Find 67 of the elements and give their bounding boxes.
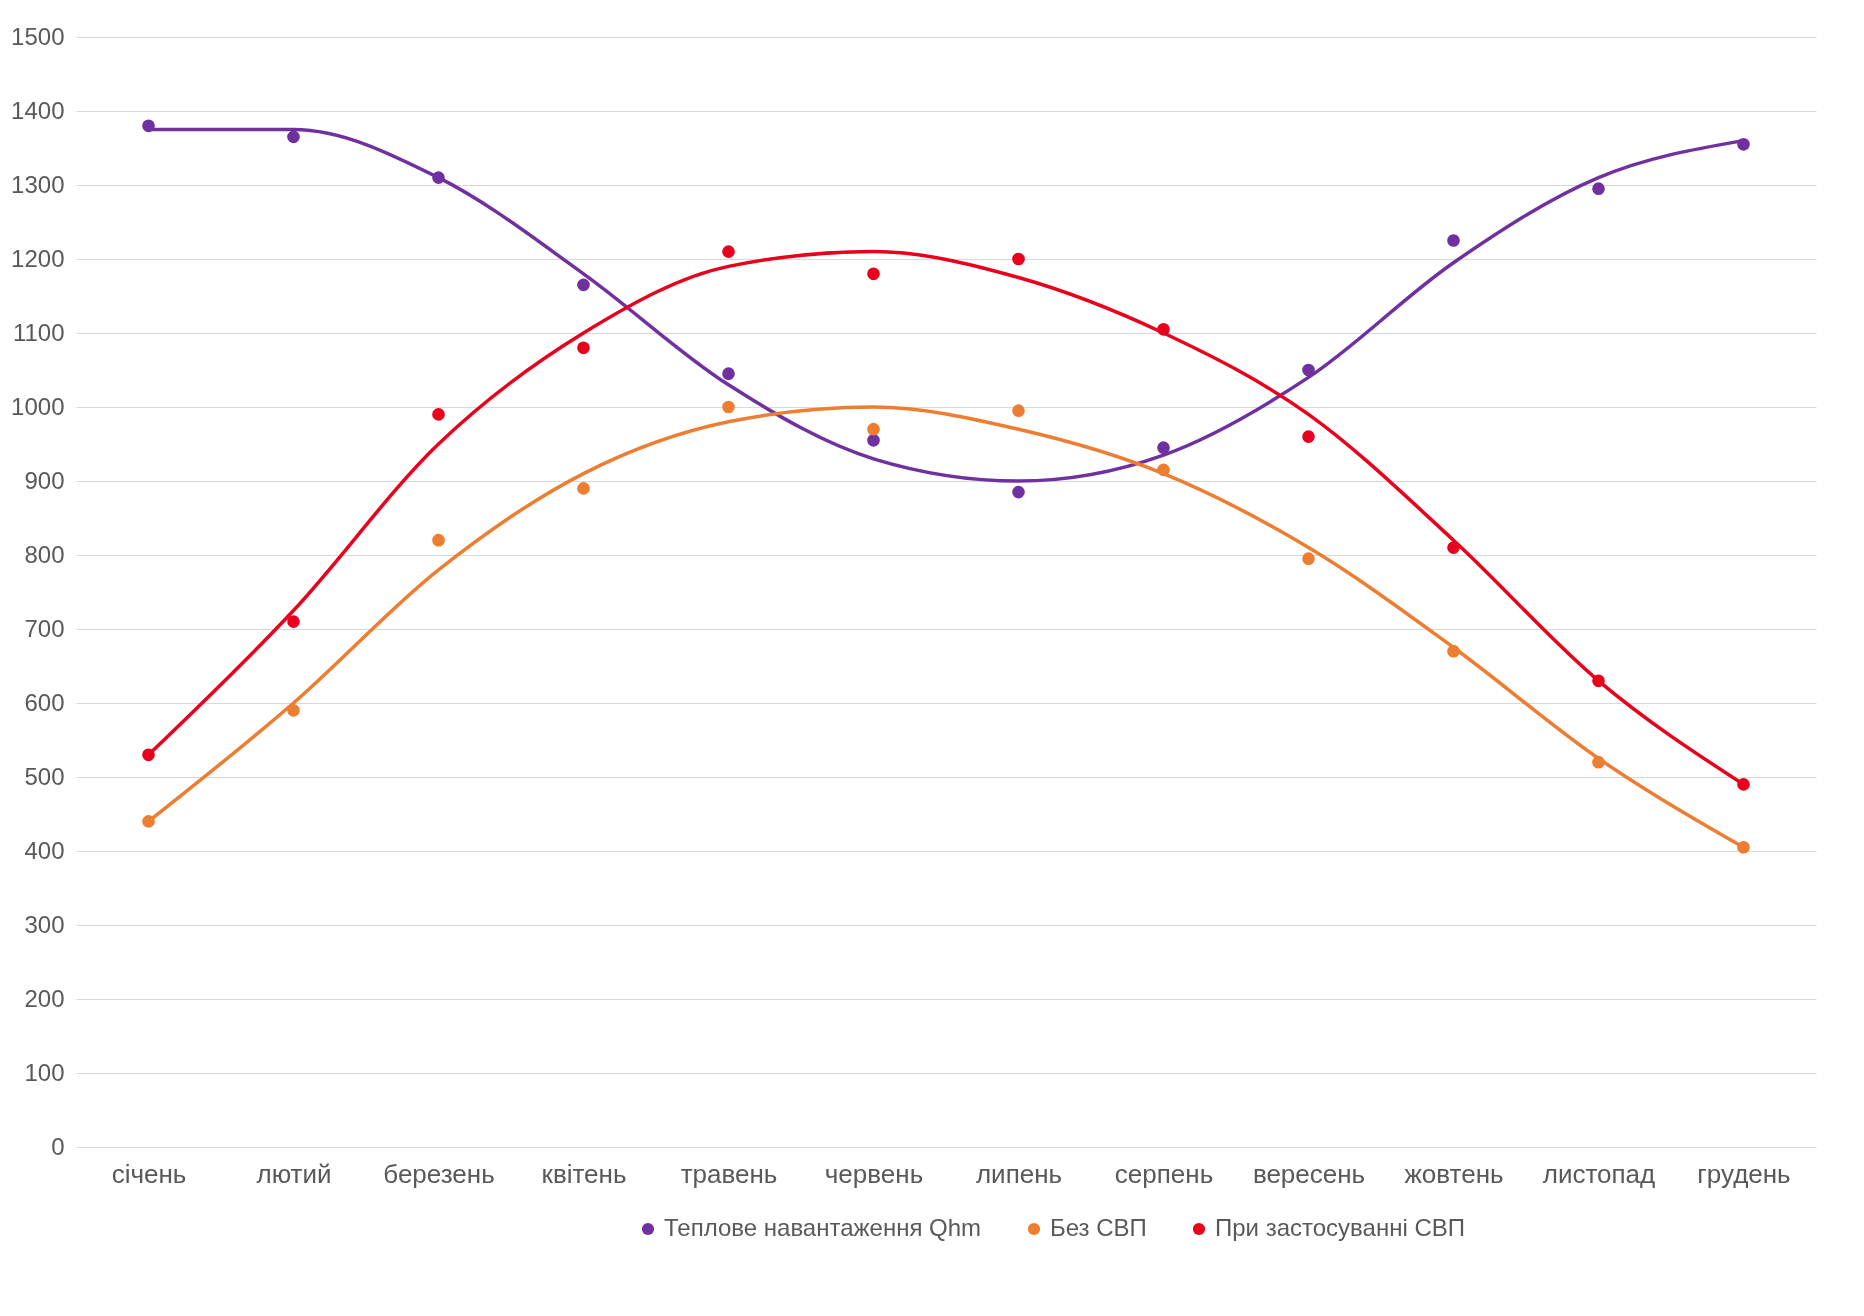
point [432,171,445,184]
legend-label: Без СВП [1050,1214,1147,1241]
point [1592,674,1605,688]
point [722,367,735,381]
x-tick-label: червень [824,1158,924,1189]
point [1737,840,1750,854]
point [432,533,445,547]
x-tick-label: травень [680,1158,778,1189]
y-tick-label: 200 [24,984,65,1012]
point [1157,463,1170,477]
point [1302,552,1315,566]
x-tick-label: листопад [1542,1158,1656,1189]
point [1302,430,1315,443]
y-tick-label: 1000 [11,392,65,420]
x-tick-label: серпень [1114,1158,1214,1189]
y-tick-label: 1100 [12,318,65,346]
legend-label: При застосуванні СВП [1215,1214,1466,1241]
point [1447,234,1460,247]
y-tick-label: 800 [24,540,65,568]
point [142,815,155,828]
point [1012,485,1025,499]
point [867,267,880,281]
x-tick-label: лютий [256,1158,332,1189]
point [287,130,300,144]
y-tick-label: 1200 [11,244,65,272]
point [1012,404,1025,418]
point [722,400,735,414]
x-tick-label: грудень [1697,1158,1791,1189]
y-tick-label: 1400 [11,96,65,124]
point [1447,644,1460,658]
point [577,482,590,495]
point [1157,322,1170,336]
point [577,341,590,355]
point [142,119,155,133]
point [1737,778,1750,791]
x-tick-label: вересень [1252,1158,1366,1189]
y-tick-label: 900 [24,466,65,494]
point [1157,441,1170,455]
point [287,615,300,628]
x-tick-label: березень [383,1158,495,1189]
y-tick-label: 1500 [11,22,65,50]
point [1447,541,1460,554]
legend-label: Теплове навантаження Qhm [664,1214,982,1241]
y-tick-label: 600 [24,688,65,716]
point [287,704,300,717]
y-tick-label: 300 [24,910,65,938]
point [867,433,880,447]
point [1592,182,1605,196]
x-tick-label: квітень [541,1158,627,1189]
y-tick-label: 100 [24,1058,65,1086]
x-tick-label: січень [111,1158,187,1189]
y-tick-label: 500 [24,762,65,790]
point [1302,363,1315,377]
point [577,278,590,292]
point [1012,252,1025,266]
point [1592,755,1605,769]
x-tick-label: липень [975,1158,1063,1189]
point [867,422,880,436]
point [1737,137,1750,151]
x-tick-label: жовтень [1404,1158,1504,1189]
point [722,245,735,258]
y-tick-label: 0 [51,1132,65,1160]
point [432,408,445,421]
y-tick-label: 700 [24,614,65,642]
y-tick-label: 1300 [11,170,65,198]
y-tick-label: 400 [24,836,65,864]
point [142,748,155,762]
